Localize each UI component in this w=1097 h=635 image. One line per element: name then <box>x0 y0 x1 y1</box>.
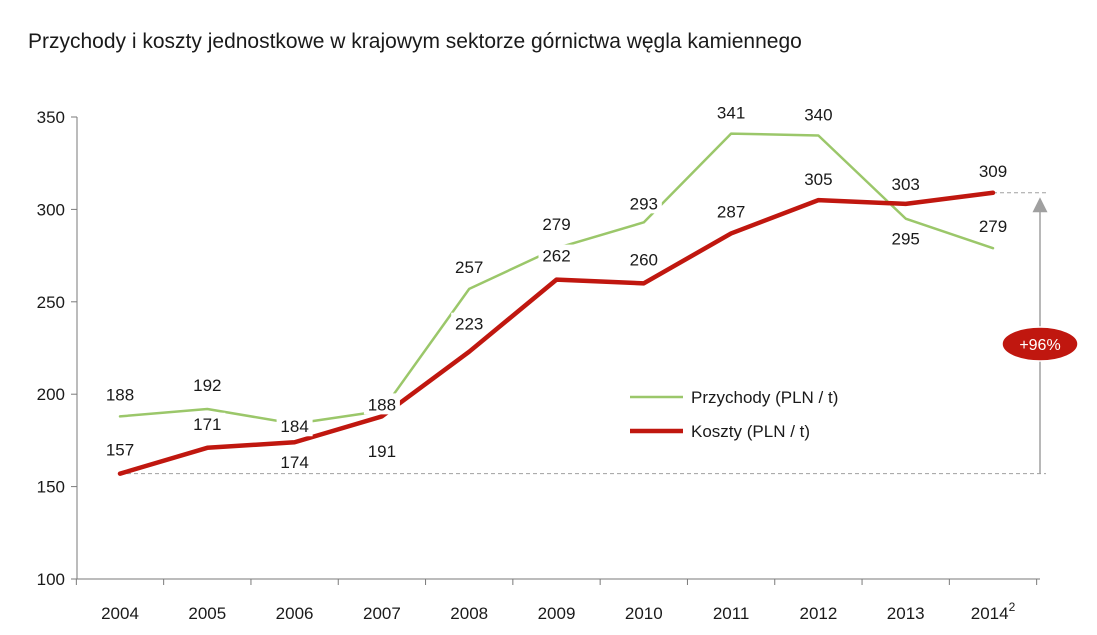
data-label-bg <box>363 393 400 415</box>
data-label-koszty: 303 <box>892 175 920 194</box>
growth-badge <box>1001 326 1079 362</box>
x-tick-label: 2007 <box>363 604 401 623</box>
legend: Przychody (PLN / t) Koszty (PLN / t) <box>630 388 838 441</box>
data-label-bg <box>189 373 226 395</box>
x-tick-label: 2008 <box>450 604 488 623</box>
y-tick-label: 200 <box>37 385 65 404</box>
growth-badge-text: +96% <box>1019 337 1060 354</box>
data-label-bg <box>363 439 400 461</box>
y-tick-label: 100 <box>37 570 65 589</box>
data-label-koszty: 260 <box>630 250 658 269</box>
x-tick-label: 2013 <box>887 604 925 623</box>
data-label-bg <box>276 451 313 473</box>
data-label-bg <box>538 213 575 235</box>
data-label-bg <box>887 172 924 194</box>
axes: 100 150 200 250 300 350 2004 2005 2006 2007 2008 20… <box>37 108 1040 623</box>
data-label-przychody: 192 <box>193 376 221 395</box>
data-label-bg <box>800 103 837 125</box>
y-tick-label: 150 <box>37 478 65 497</box>
x-tick-label: 2009 <box>538 604 576 623</box>
x-tick-label: 2006 <box>276 604 314 623</box>
data-label-bg <box>102 438 138 460</box>
data-label-przychody: 257 <box>455 258 483 277</box>
legend-label-przychody: Przychody (PLN / t) <box>691 388 838 407</box>
data-labels: 188 192 184 191 257 279 293 341 340 295 279 157 171 1… <box>102 101 1011 473</box>
data-label-przychody: 279 <box>979 217 1007 236</box>
data-label-przychody: 340 <box>804 105 832 124</box>
data-label-przychody: 184 <box>280 417 308 436</box>
data-label-koszty: 174 <box>280 453 308 472</box>
data-label-koszty: 262 <box>542 247 570 266</box>
y-tick-label: 350 <box>37 108 65 127</box>
data-label-bg <box>102 383 138 405</box>
data-label-koszty: 223 <box>455 315 483 334</box>
data-label-bg <box>975 215 1011 237</box>
data-label-bg <box>625 192 662 214</box>
data-label-koszty: 309 <box>979 162 1007 181</box>
series-line-koszty <box>117 190 996 476</box>
chart-title: Przychody i koszty jednostkowe w krajowy… <box>28 30 802 53</box>
data-label-bg <box>189 412 226 434</box>
series-lines <box>117 132 996 476</box>
data-label-koszty: 287 <box>717 202 745 221</box>
y-tick-label: 250 <box>37 293 65 312</box>
legend-label-koszty: Koszty (PLN / t) <box>691 422 810 441</box>
data-label-przychody: 279 <box>542 215 570 234</box>
data-label-przychody: 293 <box>630 194 658 213</box>
data-label-bg <box>713 200 750 222</box>
data-label-przychody: 188 <box>106 385 134 404</box>
data-label-bg <box>451 312 488 334</box>
x-tick-label: 2010 <box>625 604 663 623</box>
data-label-bg <box>800 168 837 190</box>
x-tick-label: 2012 <box>799 604 837 623</box>
data-label-przychody: 295 <box>892 230 920 249</box>
data-label-koszty: 188 <box>368 395 396 414</box>
x-tick-label: 2005 <box>188 604 226 623</box>
data-label-przychody: 191 <box>368 442 396 461</box>
data-label-koszty: 305 <box>804 170 832 189</box>
data-label-bg <box>625 248 662 270</box>
x-tick-label: 2011 <box>713 604 750 623</box>
annotation: +96% <box>1001 197 1079 474</box>
data-label-koszty: 157 <box>106 441 134 460</box>
y-tick-label: 300 <box>37 200 65 219</box>
x-tick-label: 2004 <box>101 604 139 623</box>
data-label-przychody: 341 <box>717 104 745 123</box>
x-tick-label: 20142 <box>971 600 1016 623</box>
data-label-bg <box>538 244 575 266</box>
reference-guides <box>120 192 1046 475</box>
data-label-bg <box>887 227 924 249</box>
data-label-bg <box>451 255 488 277</box>
data-label-bg <box>276 415 313 437</box>
x-tick-superscript: 2 <box>1009 600 1016 614</box>
data-label-koszty: 171 <box>193 415 221 434</box>
data-label-bg <box>975 159 1011 181</box>
data-label-bg <box>713 101 750 123</box>
